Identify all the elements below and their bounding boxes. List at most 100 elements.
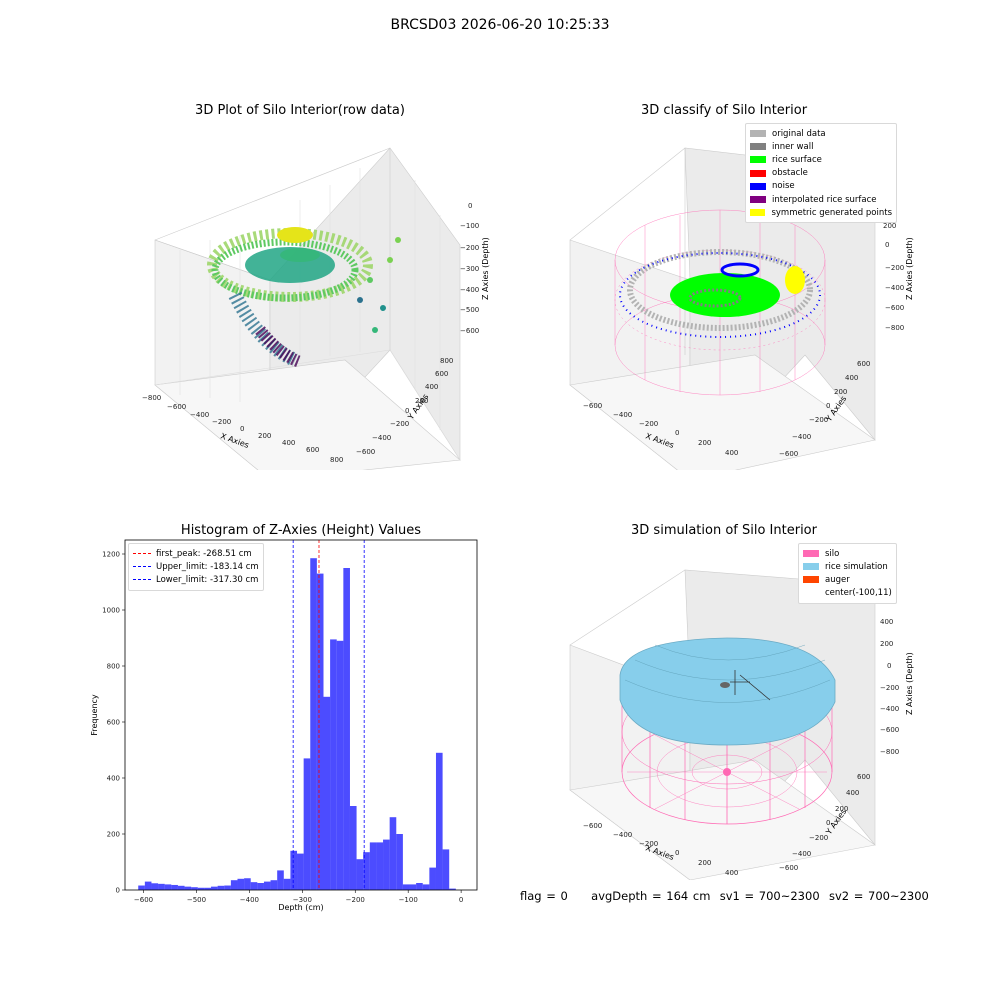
legend-label: obstacle	[772, 168, 808, 179]
legend-item: rice simulation	[803, 560, 892, 573]
legend-swatch	[750, 169, 766, 177]
histogram-bar	[389, 817, 397, 890]
classify-xtick: 0	[675, 429, 679, 437]
raw-ytick: −600	[356, 448, 375, 456]
simulation-ztick: −600	[880, 726, 899, 734]
classify-ytick: 0	[826, 402, 830, 410]
histogram-x-tick-label: −100	[399, 896, 418, 904]
histogram-bar	[323, 696, 331, 890]
histogram-bar	[297, 853, 304, 890]
histogram-bar	[250, 882, 258, 890]
legend-label: rice surface	[772, 154, 822, 165]
legend-item: Lower_limit: -317.30 cm	[133, 573, 259, 586]
histogram-bar	[316, 573, 324, 890]
histogram-bar	[343, 568, 350, 890]
simulation-ytick: 0	[826, 819, 830, 827]
legend-label: auger	[825, 574, 850, 585]
histogram-y-tick-label: 1000	[102, 607, 120, 615]
histogram-bar	[356, 859, 364, 890]
raw-xtick: 0	[240, 425, 244, 433]
histogram-bar	[363, 852, 370, 890]
legend-item: silo	[803, 547, 892, 560]
histogram-bar	[151, 883, 159, 890]
classify-ztick: −600	[885, 304, 904, 312]
classify-ytick: 400	[845, 374, 858, 382]
classify-xtick: 400	[725, 449, 738, 457]
legend-label: first_peak: -268.51 cm	[156, 548, 252, 559]
classify-legend: original data inner wall rice surface ob…	[745, 123, 897, 224]
simulation-xtick: −400	[613, 831, 632, 839]
status-sv2: sv2 = 700~2300	[828, 889, 929, 903]
classify-ztick: −200	[885, 264, 904, 272]
raw-xtick: −400	[190, 411, 209, 419]
histogram-bar	[244, 878, 251, 890]
raw-ztick: −200	[460, 244, 479, 252]
histogram-bar	[257, 883, 264, 890]
legend-item: obstacle	[750, 167, 892, 180]
legend-item: auger	[803, 573, 892, 586]
legend-label: inner wall	[772, 141, 814, 152]
legend-swatch	[803, 550, 819, 558]
classify-tick-labels: −600 −400 −200 0 200 400 600 400 200 0 −…	[583, 222, 904, 458]
raw-xtick: 200	[258, 432, 271, 440]
histogram-ticks: −600 −500 −400 −300 −200 −100 0 0 200 400 600 800 10…	[102, 551, 463, 905]
raw-xtick: −800	[142, 394, 161, 402]
histogram-legend: first_peak: -268.51 cm Upper_limit: -183…	[128, 543, 264, 591]
simulation-ytick: −400	[792, 850, 811, 858]
legend-item: symmetric generated points	[750, 206, 892, 219]
status-avg-depth: avgDepth = 164 cm	[591, 889, 711, 903]
simulation-ytick: −600	[779, 864, 798, 872]
simulation-z-axis-label: Z Axies (Depth)	[905, 652, 914, 715]
histogram-bars	[138, 558, 456, 890]
raw-ztick: −100	[460, 222, 479, 230]
classify-ztick: −800	[885, 324, 904, 332]
histogram-x-tick-label: −600	[134, 896, 153, 904]
classify-plot-title: 3D classify of Silo Interior	[640, 103, 808, 118]
simulation-xtick: 200	[698, 859, 711, 867]
classify-ztick: 200	[883, 222, 896, 230]
histogram-bar	[211, 886, 218, 890]
histogram-bar	[138, 885, 145, 890]
histogram-bar	[230, 880, 238, 890]
histogram-bar	[164, 884, 172, 890]
classify-ytick: −200	[809, 416, 828, 424]
classify-points	[619, 249, 821, 338]
simulation-xtick: 400	[725, 869, 738, 877]
simulation-legend: silo rice simulation auger center(-100,1…	[798, 543, 897, 604]
legend-swatch	[750, 143, 766, 151]
simulation-3d-plot: −600 −400 −200 0 200 400 600 400 200 0 −…	[569, 569, 914, 880]
histogram-bar	[435, 752, 443, 890]
histogram-bar	[270, 880, 278, 890]
histogram-reference-lines	[292, 540, 365, 890]
histogram-bar	[184, 886, 192, 890]
histogram-bar	[409, 884, 417, 890]
histogram-bar	[277, 870, 284, 890]
histogram-x-tick-label: −200	[346, 896, 365, 904]
histogram-chart: −600 −500 −400 −300 −200 −100 0 0 200 400 600 800 10…	[90, 539, 478, 912]
histogram-bar	[158, 883, 165, 890]
histogram-bar	[449, 888, 456, 890]
raw-xtick: −600	[167, 403, 186, 411]
histogram-x-tick-label: 0	[459, 896, 463, 904]
status-line: flag = 0 avgDepth = 164 cm sv1 = 700~230…	[520, 889, 929, 903]
histogram-bar	[422, 884, 430, 890]
raw-ztick: −500	[460, 306, 479, 314]
legend-swatch	[750, 196, 766, 204]
classify-ytick: 600	[857, 360, 870, 368]
histogram-bar	[237, 878, 245, 890]
histogram-x-axis-label: Depth (cm)	[278, 903, 323, 912]
raw-ztick: −600	[460, 327, 479, 335]
legend-swatch	[803, 576, 819, 584]
simulation-ztick: 0	[887, 662, 891, 670]
classify-xtick: −200	[639, 420, 658, 428]
histogram-bar	[349, 806, 357, 890]
histogram-bar	[369, 842, 377, 890]
classify-ztick: −400	[885, 284, 904, 292]
legend-swatch	[750, 209, 766, 217]
legend-swatch	[803, 563, 819, 571]
legend-item: rice surface	[750, 153, 892, 166]
raw-xtick: 800	[330, 456, 343, 464]
status-flag: flag = 0	[520, 889, 568, 903]
legend-line-sample	[133, 566, 151, 568]
simulation-ytick: 600	[857, 773, 870, 781]
